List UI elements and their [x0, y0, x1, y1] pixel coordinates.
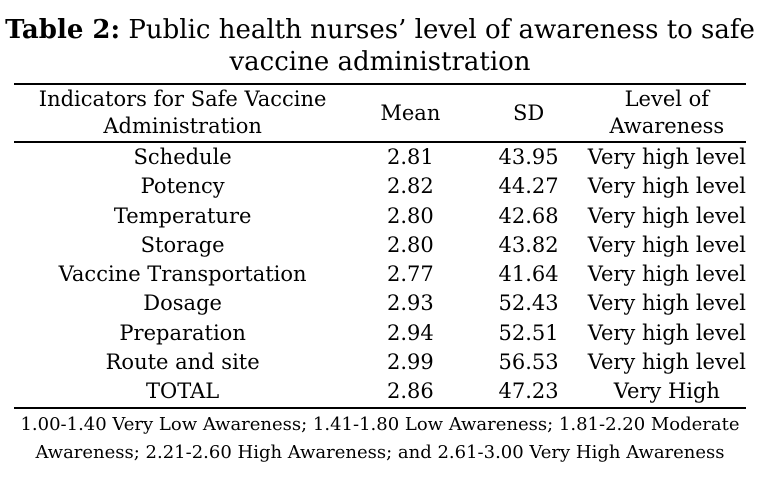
cell-level: Very high level [587, 320, 746, 345]
total-level: Very High [613, 379, 720, 404]
table-row: Vaccine Transportation 2.77 41.64 Very h… [14, 260, 746, 289]
table-total-row: TOTAL 2.86 47.23 Very High [14, 377, 746, 408]
awareness-table: Indicators for Safe Vaccine Administrati… [14, 83, 746, 409]
table-footnote: 1.00-1.40 Very Low Awareness; 1.41-1.80 … [20, 413, 740, 463]
cell-indicator: Schedule [133, 145, 232, 169]
total-mean: 2.86 [386, 379, 434, 404]
cell-indicator: Dosage [143, 291, 222, 316]
total-sd: 47.23 [498, 379, 559, 404]
table-row: Storage 2.80 43.82 Very high level [14, 231, 746, 260]
header-mean: Mean [380, 100, 441, 125]
table-title: Table 2: Public health nurses’ level of … [0, 0, 760, 78]
cell-sd: 41.64 [498, 262, 559, 287]
table-title-label: Table 2: [5, 15, 121, 45]
table-row: Schedule 2.81 43.95 Very high level [14, 142, 746, 172]
total-indicator: TOTAL [146, 379, 220, 404]
header-level: Level of Awareness [609, 87, 725, 138]
cell-mean: 2.94 [386, 320, 434, 345]
cell-level: Very high level [587, 350, 746, 375]
cell-mean: 2.77 [386, 262, 434, 287]
cell-indicator: Route and site [105, 350, 260, 375]
cell-sd: 44.27 [498, 174, 559, 199]
header-indicator: Indicators for Safe Vaccine Administrati… [38, 87, 327, 138]
cell-mean: 2.80 [386, 203, 434, 228]
cell-sd: 43.82 [498, 232, 559, 257]
table-row: Route and site 2.99 56.53 Very high leve… [14, 348, 746, 377]
cell-level: Very high level [587, 203, 746, 228]
cell-indicator: Temperature [113, 203, 252, 228]
table-row: Potency 2.82 44.27 Very high level [14, 172, 746, 201]
cell-indicator: Preparation [119, 320, 246, 345]
cell-mean: 2.81 [386, 145, 434, 169]
cell-level: Very high level [587, 291, 746, 316]
cell-indicator: Vaccine Transportation [58, 262, 307, 287]
cell-indicator: Storage [140, 232, 225, 257]
cell-indicator: Potency [140, 174, 225, 199]
cell-level: Very high level [587, 232, 746, 257]
cell-sd: 52.43 [498, 291, 559, 316]
cell-level: Very high level [587, 262, 746, 287]
table-row: Temperature 2.80 42.68 Very high level [14, 202, 746, 231]
header-sd: SD [512, 100, 545, 125]
table-row: Dosage 2.93 52.43 Very high level [14, 289, 746, 318]
table-title-text: Public health nurses’ level of awareness… [128, 15, 755, 77]
cell-level: Very high level [587, 145, 746, 169]
cell-sd: 56.53 [498, 350, 559, 375]
cell-mean: 2.99 [386, 350, 434, 375]
cell-mean: 2.93 [386, 291, 434, 316]
cell-mean: 2.80 [386, 232, 434, 257]
cell-mean: 2.82 [386, 174, 434, 199]
cell-sd: 52.51 [498, 320, 559, 345]
cell-level: Very high level [587, 174, 746, 199]
table-header-row: Indicators for Safe Vaccine Administrati… [14, 84, 746, 142]
cell-sd: 43.95 [498, 145, 559, 169]
cell-sd: 42.68 [498, 203, 559, 228]
table-row: Preparation 2.94 52.51 Very high level [14, 319, 746, 348]
